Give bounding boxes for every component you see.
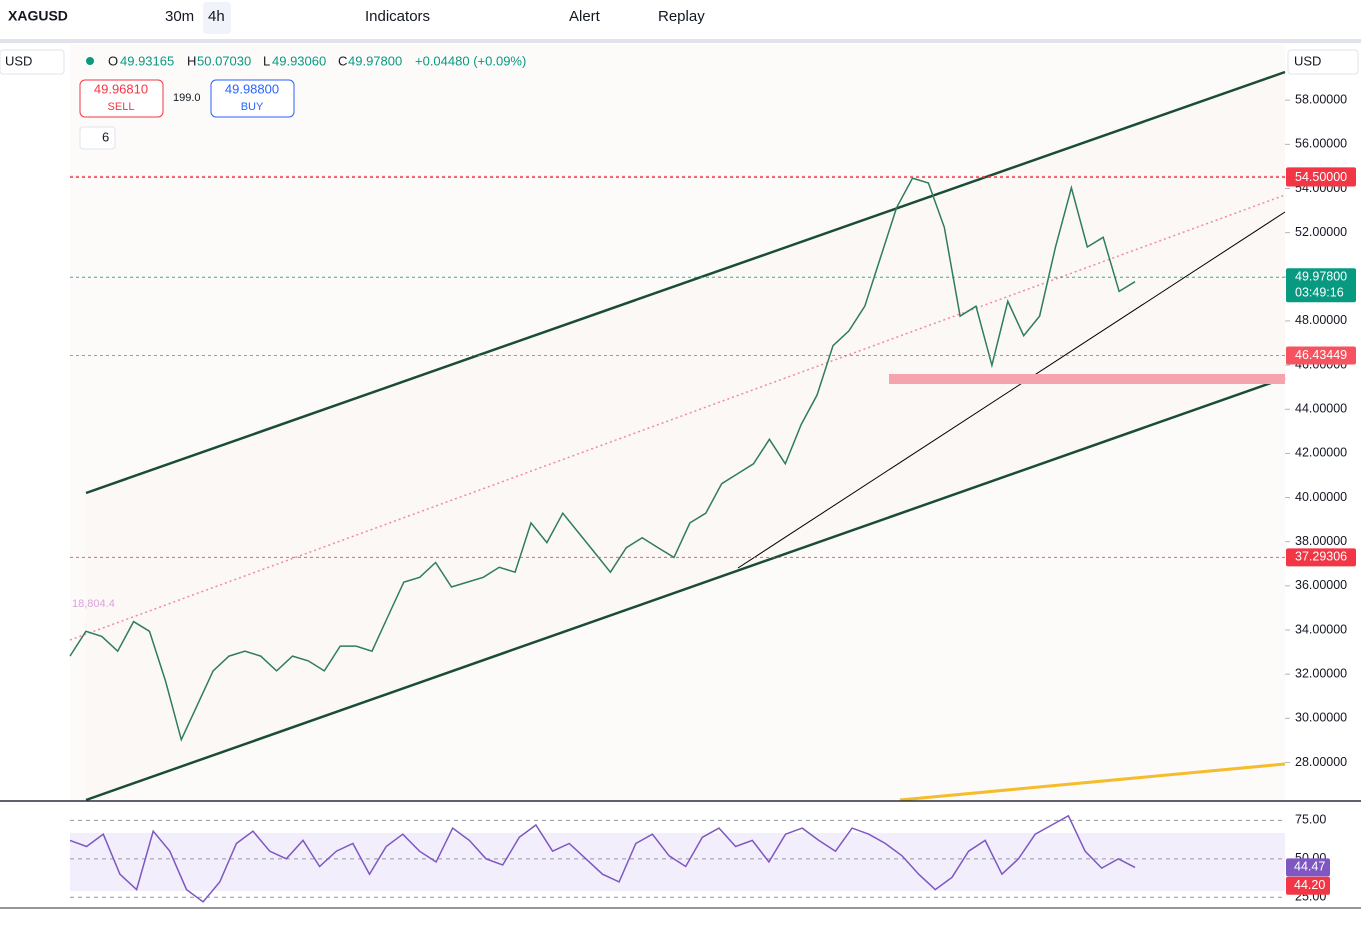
y-tick-label: 42.00000 xyxy=(1295,446,1347,460)
ohlc-legend: O 49.93165 H 50.07030 L 49.93060 C 49.97… xyxy=(108,53,526,68)
price-line xyxy=(69,814,1136,903)
y-tick-label: 34.00000 xyxy=(1295,622,1347,636)
toolbar-border xyxy=(0,39,1361,43)
countdown: 03:49:16 xyxy=(1295,286,1344,300)
currency: USD xyxy=(5,53,32,68)
currency-select[interactable] xyxy=(0,49,65,75)
channel-fill xyxy=(86,72,1285,800)
sell-label: SELL xyxy=(108,101,135,113)
channel-upper xyxy=(85,70,1286,495)
o-label: O xyxy=(108,53,118,68)
sell-price: 49.96810 xyxy=(94,81,148,96)
y-tick-label: 58.00000 xyxy=(1295,92,1347,106)
indicator-count: 6 xyxy=(102,129,109,144)
spread: 199.0 xyxy=(173,92,201,104)
y-tick-label: 36.00000 xyxy=(1295,578,1347,592)
y-tick-label: 56.00000 xyxy=(1295,137,1347,151)
rsi-tick-label: 75.00 xyxy=(1295,813,1326,827)
l-label: L xyxy=(263,53,270,68)
axis-currency: USD xyxy=(1294,53,1321,68)
h-label: H xyxy=(187,53,196,68)
y-tick-label: 30.00000 xyxy=(1295,711,1347,725)
rsi-badge xyxy=(1286,858,1330,877)
sell-button[interactable] xyxy=(79,79,164,118)
close: 49.97800 xyxy=(348,53,402,68)
support-zone xyxy=(889,374,1285,384)
buy-price: 49.98800 xyxy=(225,81,279,96)
buy-button[interactable] xyxy=(210,79,295,118)
y-tick-label: 40.00000 xyxy=(1295,490,1347,504)
indicators-button[interactable]: Indicators xyxy=(365,8,430,25)
y-tick-label: 44.00000 xyxy=(1295,402,1347,416)
price-badge-label: 37.29306 xyxy=(1295,550,1347,564)
change: +0.04480 (+0.09%) xyxy=(415,53,526,68)
buy-label: BUY xyxy=(241,101,264,113)
y-tick-label: 28.00000 xyxy=(1295,755,1347,769)
price-badge xyxy=(1286,548,1356,567)
rsi-badge-label: 44.47 xyxy=(1294,860,1325,874)
c-label: C xyxy=(338,53,347,68)
channel-midline xyxy=(69,194,1286,641)
rsi-badge xyxy=(1286,876,1330,895)
y-tick-label: 32.00000 xyxy=(1295,666,1347,680)
collapse-button[interactable] xyxy=(79,126,116,150)
interval[interactable]: 30m xyxy=(165,8,194,25)
y-tick-label: 48.00000 xyxy=(1295,313,1347,327)
symbol[interactable]: XAGUSD xyxy=(8,8,68,24)
low: 49.93060 xyxy=(272,53,326,68)
status-dot xyxy=(86,57,94,65)
rsi-badge-label: 44.20 xyxy=(1294,878,1325,892)
price-badge-label: 54.50000 xyxy=(1295,170,1347,184)
alert-button[interactable]: Alert xyxy=(569,8,601,25)
axis-currency-select[interactable] xyxy=(1287,49,1359,75)
open: 49.93165 xyxy=(120,53,174,68)
interval[interactable]: 4h xyxy=(208,8,225,25)
price-badge-label: 49.97800 xyxy=(1295,270,1347,284)
y-tick-label: 52.00000 xyxy=(1295,225,1347,239)
high: 50.07030 xyxy=(197,53,251,68)
channel-lower xyxy=(85,376,1286,802)
price-badge xyxy=(1286,168,1356,187)
moving-average xyxy=(899,762,1286,802)
trend-line xyxy=(737,211,1286,569)
price-line xyxy=(69,177,1136,742)
price-badge-label: 46.43449 xyxy=(1295,348,1347,362)
price-badge xyxy=(1286,346,1356,365)
interval-active-bg xyxy=(203,2,231,34)
price-badge xyxy=(1286,268,1356,303)
y-tick-label: 38.00000 xyxy=(1295,534,1347,548)
volume-label: 18,804.4 xyxy=(72,598,115,610)
replay-button[interactable]: Replay xyxy=(658,8,705,25)
